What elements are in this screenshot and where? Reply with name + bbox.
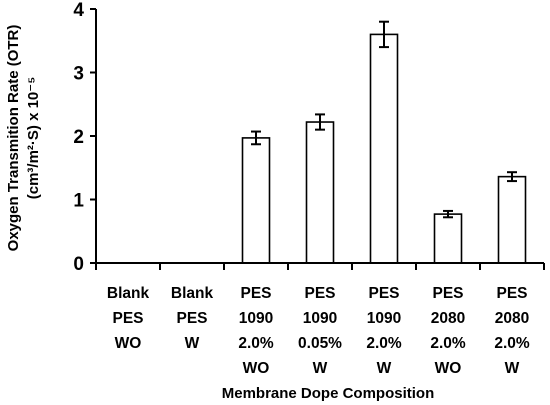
x-axis-ticks: Blank PES WO Blank PES W PES 1090 2.0% WO PES 1090 0… bbox=[95, 263, 545, 377]
x-tick-label: PES bbox=[368, 285, 399, 302]
bar bbox=[369, 33, 399, 264]
y-axis-ticks: 0 1 2 3 4 bbox=[73, 0, 96, 275]
x-tick-label: 1090 bbox=[367, 310, 401, 327]
y-tick-label: 1 bbox=[73, 191, 84, 212]
x-tick-label: 2.0% bbox=[366, 335, 402, 352]
x-tick-label: PES bbox=[432, 285, 463, 302]
bar bbox=[497, 175, 527, 264]
x-tick-label: PES bbox=[304, 285, 335, 302]
bar bbox=[305, 121, 335, 264]
x-tick-label: 1090 bbox=[303, 310, 337, 327]
x-axis-title: Membrane Dope Composition bbox=[222, 385, 435, 402]
x-tick-label: W bbox=[377, 360, 392, 377]
axes bbox=[95, 9, 544, 264]
x-tick-label: PES bbox=[176, 310, 207, 327]
x-tick-label: Blank bbox=[107, 285, 150, 302]
error-bars bbox=[251, 20, 517, 219]
x-tick-label: W bbox=[313, 360, 328, 377]
y-axis-title: Oxygen Transmition Rate (OTR) (cm³/m²·S)… bbox=[5, 25, 42, 252]
y-tick-label: 0 bbox=[73, 254, 84, 275]
bars bbox=[241, 33, 527, 264]
x-tick-label: WO bbox=[115, 335, 142, 352]
x-tick-label: PES bbox=[112, 310, 143, 327]
x-tick-label: 2.0% bbox=[238, 335, 274, 352]
x-tick-label: 2080 bbox=[495, 310, 529, 327]
x-tick-label: WO bbox=[243, 360, 270, 377]
x-tick-label: WO bbox=[435, 360, 462, 377]
y-tick-label: 4 bbox=[73, 0, 84, 21]
x-tick-label: PES bbox=[496, 285, 527, 302]
x-tick-label: Blank bbox=[171, 285, 214, 302]
bar bbox=[241, 137, 271, 264]
y-tick-label: 2 bbox=[73, 127, 84, 148]
x-tick-label: 1090 bbox=[239, 310, 273, 327]
x-tick-label: 2.0% bbox=[430, 335, 466, 352]
y-axis-title-line-1: Oxygen Transmition Rate (OTR) bbox=[5, 25, 22, 252]
x-tick-label: 0.05% bbox=[298, 335, 342, 352]
bar bbox=[433, 213, 463, 264]
x-tick-label: 2080 bbox=[431, 310, 465, 327]
x-tick-label: 2.0% bbox=[494, 335, 530, 352]
x-tick-label: W bbox=[505, 360, 520, 377]
y-tick-label: 3 bbox=[73, 64, 84, 85]
y-axis-title-line-2: (cm³/m²·S) x 10⁻⁵ bbox=[25, 77, 42, 200]
x-tick-label: W bbox=[185, 335, 200, 352]
x-tick-label: PES bbox=[240, 285, 271, 302]
